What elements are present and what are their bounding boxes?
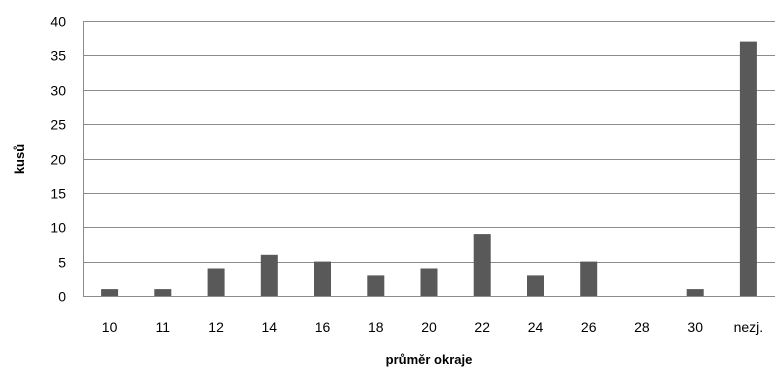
bar-16: [314, 261, 331, 296]
x-tick-label: 10: [102, 319, 118, 335]
y-tick-label: 20: [50, 152, 66, 168]
y-tick-label: 25: [50, 117, 66, 133]
y-tick-label: 0: [58, 289, 66, 305]
x-tick-label: 12: [208, 319, 224, 335]
x-tick-label: 28: [634, 319, 650, 335]
bars: [101, 41, 757, 297]
x-tick-label: 22: [474, 319, 490, 335]
y-tick-label: 40: [50, 14, 66, 30]
y-tick-label: 5: [58, 255, 66, 271]
x-tick-label: nezj.: [734, 319, 764, 335]
bar-26: [580, 261, 598, 296]
bar-14: [260, 254, 278, 297]
bar-30: [686, 289, 704, 296]
gridlines: [83, 21, 775, 263]
x-axis-title: průměr okraje: [386, 352, 473, 367]
x-tick-label: 14: [262, 319, 278, 335]
x-tick-label: 11: [156, 319, 171, 335]
y-tick-label: 30: [50, 83, 66, 99]
y-tick-labels: 0 5 10 15 20 25 30 35 40: [50, 14, 66, 305]
bar-10: [101, 289, 119, 296]
axes: [83, 21, 775, 297]
bar-12: [207, 268, 225, 296]
bar-24: [527, 275, 544, 296]
x-tick-label: 20: [421, 319, 437, 335]
x-tick-label: 26: [581, 319, 597, 335]
y-tick-label: 10: [50, 220, 66, 236]
x-tick-label: 24: [528, 319, 544, 335]
x-tick-labels: 10 11 12 14 16 18 20 22 24 26 28 30 nezj.: [102, 319, 763, 335]
bar-11: [154, 289, 172, 296]
bar-20: [420, 268, 438, 296]
x-tick-label: 18: [368, 319, 384, 335]
bar-nezj: [739, 41, 757, 296]
y-tick-label: 35: [50, 48, 66, 64]
y-tick-label: 15: [50, 186, 66, 202]
x-tick-label: 16: [315, 319, 331, 335]
x-tick-label: 30: [687, 319, 703, 335]
bar-18: [367, 275, 385, 296]
y-axis-title: kusů: [12, 144, 27, 174]
bar-22: [473, 234, 491, 296]
